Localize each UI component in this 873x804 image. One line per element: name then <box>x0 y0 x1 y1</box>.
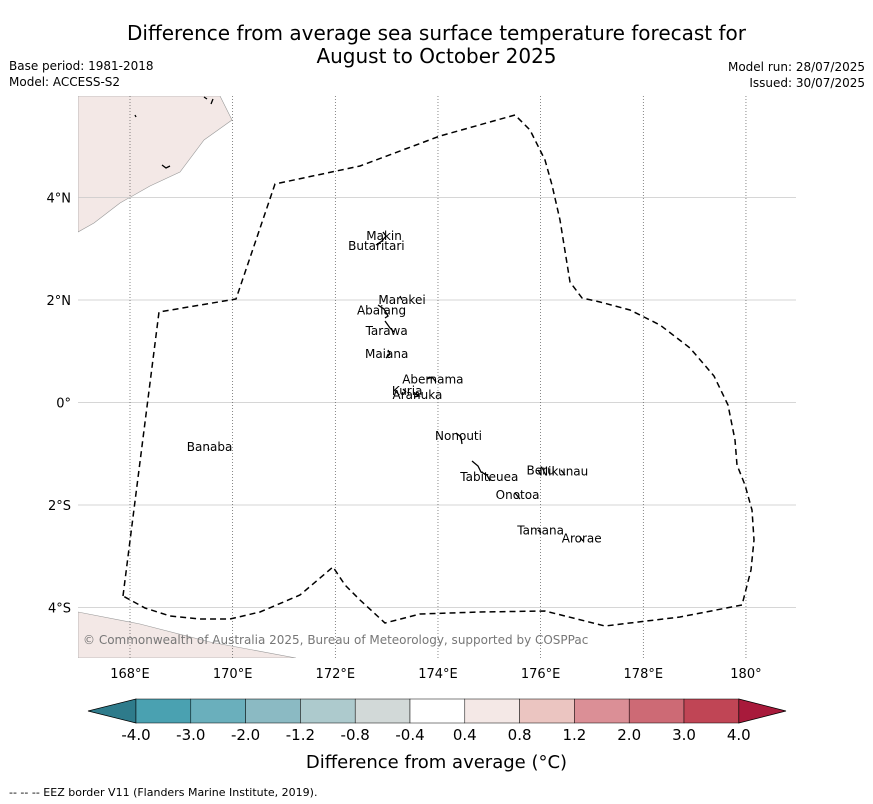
lon-tick-label: 172°E <box>316 667 356 682</box>
issued-text: Issued: 30/07/2025 <box>749 76 865 90</box>
lon-tick-label: 168°E <box>110 667 150 682</box>
island-label: Maiana <box>365 347 408 361</box>
island-label: Tarawa <box>365 324 408 338</box>
island-label: Tabiteuea <box>459 470 518 484</box>
island-outline <box>514 492 521 500</box>
model-text: Model: ACCESS-S2 <box>9 75 121 89</box>
lon-tick-label: 180° <box>730 667 761 682</box>
island-label: Arorae <box>562 531 602 545</box>
island-outline <box>203 96 208 100</box>
island-outline <box>426 376 437 383</box>
island-outline <box>537 469 542 476</box>
lat-tick-label: 2°S <box>48 499 71 514</box>
island-outline <box>377 304 389 319</box>
island-outline <box>537 529 542 534</box>
colorbar-tick-label: 3.0 <box>672 726 696 744</box>
island-outline <box>413 393 421 398</box>
island-label: Banaba <box>187 440 233 454</box>
lat-tick-label: 4°N <box>47 192 72 207</box>
colorbar-tick-label: -4.0 <box>121 726 150 744</box>
eez-footnote: -- -- -- EEZ border V11 (Flanders Marine… <box>9 786 318 799</box>
lon-tick-label: 174°E <box>418 667 458 682</box>
island-outline <box>210 98 214 105</box>
lat-tick-label: 4°S <box>48 602 71 617</box>
copyright-text: © Commonwealth of Australia 2025, Bureau… <box>83 633 588 647</box>
colorbar-tick-label: 0.4 <box>453 726 477 744</box>
island-label: Kuria <box>392 384 423 398</box>
island-label: Abemama <box>402 372 463 386</box>
colorbar-segment <box>409 698 466 724</box>
colorbar-segment <box>300 698 356 724</box>
island-label: Onotoa <box>496 488 540 502</box>
colorbar-max-arrow <box>738 698 787 724</box>
island-outline <box>161 164 171 169</box>
island-label: Beru <box>527 464 555 478</box>
colorbar-tick-label: 1.2 <box>562 726 586 744</box>
lon-tick-label: 178°E <box>624 667 664 682</box>
model-run-text: Model run: 28/07/2025 <box>727 60 865 74</box>
colorbar-tick-label: -2.0 <box>231 726 260 744</box>
colorbar: -4.0 -3.0 -2.0 -1.2 -0.8 -0.4 0.4 0.8 1.2 2.0 3.0 4… <box>87 698 787 744</box>
colorbar-segment <box>519 698 575 724</box>
colorbar-segment <box>628 698 685 724</box>
island-outline <box>207 447 210 451</box>
colorbar-tick-label: -3.0 <box>176 726 205 744</box>
colorbar-tick-label: 4.0 <box>727 726 751 744</box>
model-run-info: Model run: 28/07/2025 Issued: 30/07/2025 <box>728 59 865 91</box>
colorbar-segment <box>245 698 301 724</box>
colorbar-segment <box>683 698 740 724</box>
colorbar-tick-label: 0.8 <box>508 726 532 744</box>
eez-border <box>122 114 755 627</box>
island-label: Tamana <box>516 524 564 538</box>
title-line-2: August to October 2025 <box>316 44 557 68</box>
island-outline <box>560 469 566 476</box>
colorbar-tick-label: -0.8 <box>341 726 370 744</box>
base-period-info: Base period: 1981-2018 Model: ACCESS-S2 <box>9 58 154 90</box>
island-outline <box>375 231 387 246</box>
lat-tick-label: 0° <box>56 397 71 412</box>
island-outline <box>399 295 403 301</box>
map-title: Difference from average sea surface temp… <box>0 22 873 68</box>
title-line-1: Difference from average sea surface temp… <box>126 21 746 45</box>
lon-tick-label: 176°E <box>521 667 561 682</box>
colorbar-tick-label: 2.0 <box>617 726 641 744</box>
colorbar-segment <box>464 698 520 724</box>
lat-tick-label: 2°N <box>47 294 72 309</box>
colorbar-tick-label: -1.2 <box>286 726 315 744</box>
colorbar-segment <box>190 698 246 724</box>
island-label: Marakei <box>378 293 425 307</box>
island-outline <box>384 320 395 333</box>
colorbar-min-arrow <box>87 698 137 724</box>
colorbar-label-text: Difference from average (°C) <box>305 752 568 773</box>
island-outline <box>579 536 584 542</box>
island-outline <box>471 460 491 482</box>
island-outline <box>455 432 463 445</box>
island-label: Nonouti <box>435 429 482 443</box>
base-period-text: Base period: 1981-2018 <box>9 59 154 73</box>
island-label: Abaiang <box>357 303 406 317</box>
colorbar-tick-label: -0.4 <box>395 726 424 744</box>
island-outline <box>134 114 137 118</box>
colorbar-segment <box>135 698 192 724</box>
island-label: Butaritari <box>348 239 405 253</box>
island-outline <box>402 388 407 393</box>
island-label: Aranuka <box>393 388 443 402</box>
island-outline <box>385 349 391 359</box>
lon-tick-label: 170°E <box>213 667 253 682</box>
island-label: Nikunau <box>539 465 588 479</box>
colorbar-segment <box>574 698 630 724</box>
island-label: Makin <box>366 229 402 243</box>
colorbar-label: Difference from average (°C) <box>0 752 873 773</box>
colorbar-segment <box>354 698 411 724</box>
land-mass-northwest <box>78 96 233 233</box>
